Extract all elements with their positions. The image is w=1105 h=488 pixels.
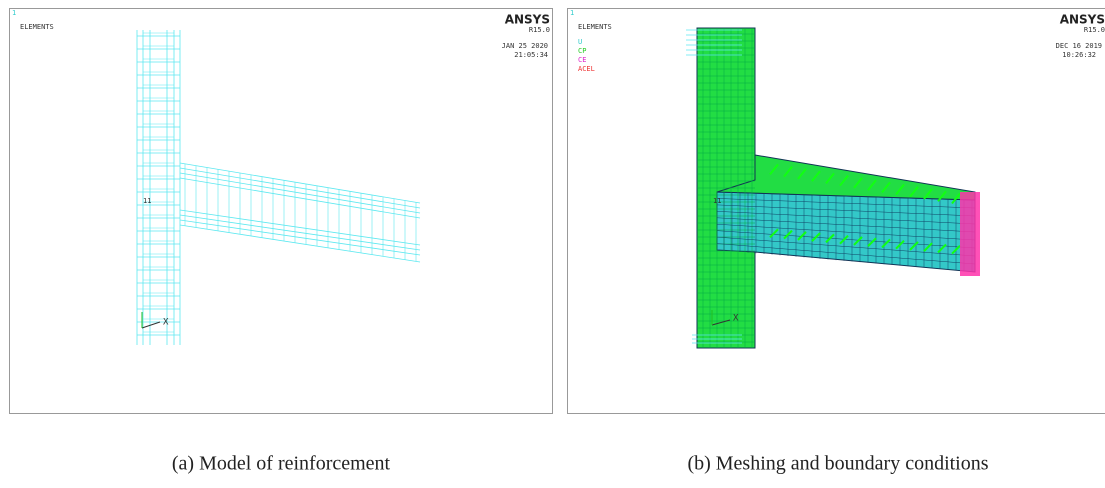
date: DEC 16 2019 bbox=[1056, 42, 1102, 50]
logo: ANSYS bbox=[1060, 13, 1105, 27]
node-label: 11 bbox=[143, 197, 151, 205]
time: 21:05:34 bbox=[514, 51, 548, 59]
legend-item: U bbox=[578, 38, 582, 46]
version: R15.0 bbox=[529, 26, 550, 34]
legend-item: CE bbox=[578, 56, 586, 64]
caption: (a) Model of reinforcement bbox=[172, 453, 391, 475]
node-label: 11 bbox=[713, 197, 721, 205]
window-number: 1 bbox=[570, 9, 574, 17]
plot-title: ELEMENTS bbox=[20, 23, 54, 31]
logo: ANSYS bbox=[505, 13, 550, 27]
viewport-frame bbox=[10, 9, 553, 414]
legend-item: CP bbox=[578, 47, 586, 55]
boundary-pink bbox=[960, 192, 980, 276]
panel-b: 1 ELEMENTS U CP CE ACEL ANSYS R15.0 DEC … bbox=[568, 9, 1105, 475]
date: JAN 25 2020 bbox=[502, 42, 548, 50]
version: R15.0 bbox=[1084, 26, 1105, 34]
panel-a: 1 ELEMENTS ANSYS R15.0 JAN 25 2020 21:05… bbox=[10, 9, 553, 475]
legend-item: ACEL bbox=[578, 65, 595, 73]
figure: 1 ELEMENTS ANSYS R15.0 JAN 25 2020 21:05… bbox=[0, 0, 1105, 488]
axis-label: X bbox=[163, 318, 169, 328]
window-number: 1 bbox=[12, 9, 16, 17]
time: 10:26:32 bbox=[1062, 51, 1096, 59]
caption: (b) Meshing and boundary conditions bbox=[687, 453, 988, 475]
axis-label: X bbox=[733, 314, 739, 324]
plot-title: ELEMENTS bbox=[578, 23, 612, 31]
